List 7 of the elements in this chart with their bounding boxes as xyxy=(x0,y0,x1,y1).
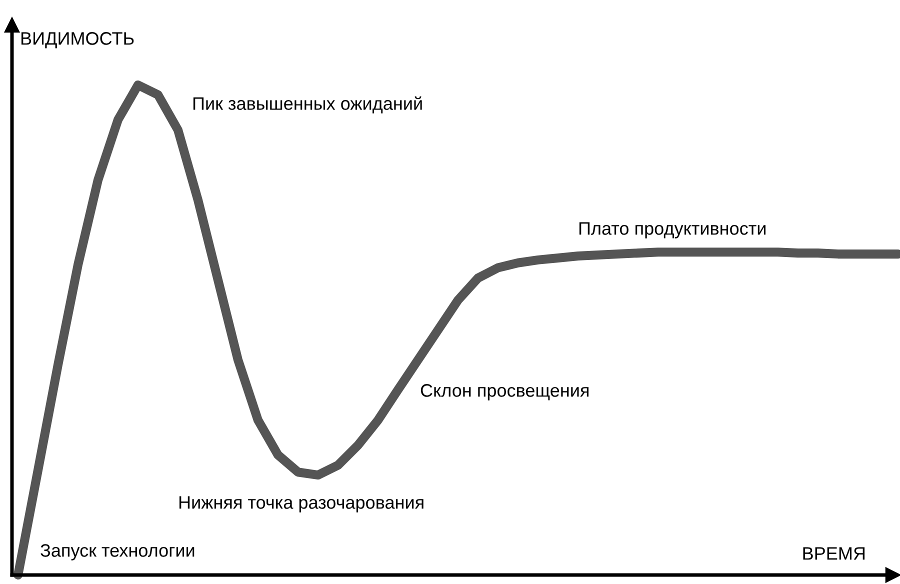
y-axis-title: ВИДИМОСТЬ xyxy=(21,32,134,48)
annotation: Нижняя точка разочарования xyxy=(179,496,424,512)
annotation: Плато продуктивности xyxy=(579,222,766,238)
x-axis-title: ВРЕМЯ xyxy=(803,547,865,560)
annotation: Склон просвещения xyxy=(420,384,589,400)
annotation: Запуск технологии xyxy=(40,544,194,560)
annotation: Пик завышенных ожиданий xyxy=(193,96,422,114)
